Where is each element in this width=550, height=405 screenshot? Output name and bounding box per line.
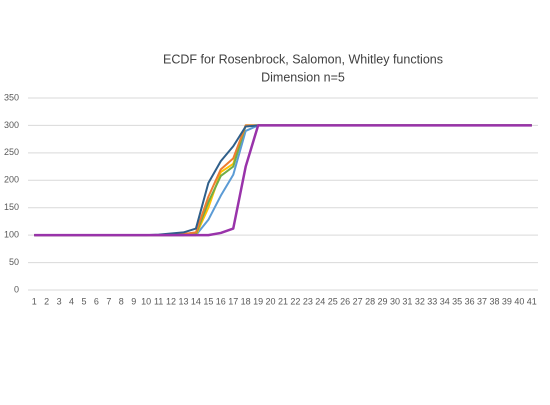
x-tick-label: 16 <box>216 296 226 306</box>
x-tick-label: 34 <box>440 296 450 306</box>
y-tick-label: 150 <box>4 202 19 212</box>
x-tick-label: 40 <box>514 296 524 306</box>
x-tick-label: 18 <box>241 296 251 306</box>
x-tick-label: 10 <box>141 296 151 306</box>
x-tick-label: 38 <box>489 296 499 306</box>
x-tick-label: 2 <box>44 296 49 306</box>
x-tick-label: 31 <box>402 296 412 306</box>
x-tick-label: 29 <box>378 296 388 306</box>
x-tick-label: 37 <box>477 296 487 306</box>
x-tick-label: 3 <box>57 296 62 306</box>
x-tick-label: 6 <box>94 296 99 306</box>
y-tick-label: 250 <box>4 147 19 157</box>
x-tick-label: 12 <box>166 296 176 306</box>
x-tick-label: 32 <box>415 296 425 306</box>
y-tick-label: 200 <box>4 175 19 185</box>
x-tick-label: 35 <box>452 296 462 306</box>
x-tick-label: 4 <box>69 296 74 306</box>
y-tick-label: 350 <box>4 92 19 102</box>
y-tick-label: 50 <box>9 257 19 267</box>
x-tick-label: 15 <box>203 296 213 306</box>
x-tick-label: 23 <box>303 296 313 306</box>
series-line <box>34 124 532 237</box>
x-tick-label: 14 <box>191 296 201 306</box>
x-tick-label: 5 <box>81 296 86 306</box>
x-tick-label: 25 <box>328 296 338 306</box>
x-tick-label: 39 <box>502 296 512 306</box>
x-tick-label: 11 <box>154 296 163 306</box>
x-tick-label: 36 <box>465 296 475 306</box>
chart-title: ECDF for Rosenbrock, Salomon, Whitley fu… <box>163 52 443 66</box>
x-tick-label: 7 <box>106 296 111 306</box>
x-tick-label: 9 <box>131 296 136 306</box>
y-tick-label: 300 <box>4 120 19 130</box>
x-tick-label: 41 <box>527 296 537 306</box>
x-tick-label: 26 <box>340 296 350 306</box>
x-tick-label: 13 <box>178 296 188 306</box>
x-tick-label: 21 <box>278 296 288 306</box>
chart-subtitle: Dimension n=5 <box>261 70 345 84</box>
x-tick-label: 1 <box>32 296 37 306</box>
x-tick-label: 20 <box>266 296 276 306</box>
x-tick-label: 27 <box>353 296 363 306</box>
x-tick-label: 19 <box>253 296 263 306</box>
x-tick-label: 33 <box>427 296 437 306</box>
x-tick-label: 24 <box>315 296 325 306</box>
x-tick-label: 17 <box>228 296 238 306</box>
x-tick-label: 8 <box>119 296 124 306</box>
x-tick-label: 22 <box>290 296 300 306</box>
x-tick-label: 30 <box>390 296 400 306</box>
y-tick-label: 0 <box>14 284 19 294</box>
x-tick-label: 28 <box>365 296 375 306</box>
y-tick-label: 100 <box>4 230 19 240</box>
